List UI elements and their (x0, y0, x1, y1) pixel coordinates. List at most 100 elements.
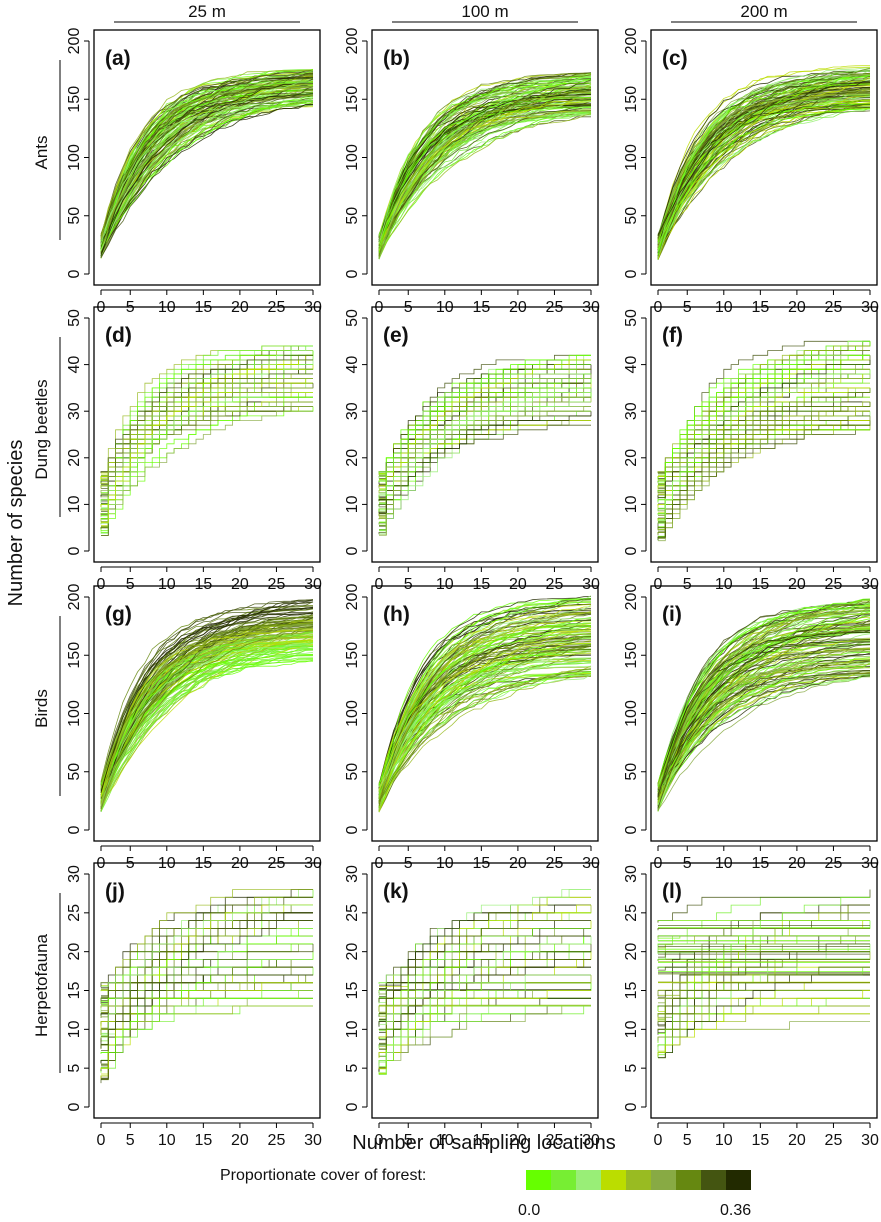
accumulation-curve (378, 645, 592, 795)
accumulation-curve (379, 364, 591, 491)
accumulation-curve (657, 990, 870, 1047)
accumulation-curve (658, 424, 870, 532)
accumulation-curve (658, 982, 870, 996)
accumulation-curve (379, 387, 591, 526)
x-tick-label: 5 (404, 576, 413, 593)
row-label: Birds (32, 689, 51, 728)
accumulation-curve (100, 345, 313, 485)
x-tick-label: 30 (582, 1132, 600, 1149)
panel-frame (371, 862, 599, 1119)
accumulation-curve (100, 896, 313, 1039)
x-tick-label: 5 (683, 576, 692, 593)
accumulation-curve (100, 959, 313, 1015)
x-tick-label: 10 (436, 576, 454, 593)
accumulation-curve (100, 401, 313, 477)
accumulation-curve (378, 928, 591, 1016)
accumulation-curve (378, 89, 592, 257)
y-tick-label: 50 (344, 207, 361, 225)
accumulation-curve (658, 387, 870, 532)
accumulation-curve (378, 79, 592, 237)
accumulation-curve (657, 904, 870, 1026)
accumulation-curve (101, 368, 313, 522)
accumulation-curve (378, 378, 591, 477)
accumulation-curve (378, 646, 592, 802)
accumulation-curve (100, 373, 313, 511)
x-tick-label: 20 (231, 1132, 249, 1149)
accumulation-curve (100, 354, 313, 494)
accumulation-curve (657, 387, 871, 531)
y-tick-label: 200 (344, 28, 361, 55)
x-axis: 0 5 10 15 20 25 30 (654, 845, 879, 872)
row-label: Dung beetles (32, 379, 51, 479)
accumulation-curve (378, 392, 591, 479)
accumulation-curve (100, 73, 314, 256)
y-tick-label: 100 (344, 700, 361, 727)
y-tick-label: 30 (623, 865, 640, 883)
x-axis: 0 5 10 15 20 25 30 (97, 1122, 322, 1149)
accumulation-curve (101, 392, 313, 527)
accumulation-curve (378, 107, 591, 258)
accumulation-curve (379, 401, 591, 535)
accumulation-curve (658, 387, 870, 530)
accumulation-curve (379, 378, 591, 536)
accumulation-curve (378, 410, 591, 525)
accumulation-curve (101, 401, 313, 516)
accumulation-curve (378, 619, 592, 813)
y-axis: 0 10 20 30 40 50 (66, 309, 90, 555)
accumulation-curve (657, 966, 870, 1030)
panel-a: 0 5 10 15 20 25 30 0 50 100 150 200 (a) (66, 28, 322, 316)
accumulation-curve (379, 943, 591, 1003)
accumulation-curve (378, 596, 592, 804)
accumulation-curve (657, 652, 871, 806)
accumulation-curve (100, 100, 314, 245)
accumulation-curve (657, 420, 870, 499)
accumulation-curve (101, 368, 313, 479)
x-axis: 0 5 10 15 20 25 30 (654, 566, 879, 593)
panel-b: 0 5 10 15 20 25 30 0 50 100 150 200 (b) (344, 28, 600, 316)
accumulation-curve (378, 406, 591, 520)
accumulation-curve (379, 397, 592, 503)
panel-l: 0 5 10 15 20 25 30 0 5 10 15 20 25 30 (l) (623, 862, 879, 1149)
accumulation-curve (100, 631, 314, 799)
accumulation-curve (100, 904, 313, 1027)
accumulation-curve (100, 990, 313, 1005)
accumulation-curve (100, 601, 314, 799)
accumulation-curve (657, 368, 870, 473)
accumulation-curve (658, 990, 870, 1034)
curves (100, 599, 314, 812)
accumulation-curve (100, 935, 313, 1054)
accumulation-curve (657, 638, 871, 797)
x-tick-label: 25 (546, 576, 564, 593)
accumulation-curve (379, 410, 591, 532)
panel-frame (650, 29, 878, 286)
accumulation-curve (101, 359, 313, 496)
accumulation-curve (379, 974, 591, 1025)
column-label: 25 m (188, 2, 226, 21)
accumulation-curve (378, 364, 591, 501)
accumulation-curve (100, 364, 313, 503)
y-tick-label: 40 (66, 356, 83, 374)
accumulation-curve (378, 982, 591, 993)
y-tick-label: 50 (623, 207, 640, 225)
accumulation-curve (379, 1005, 591, 1063)
y-tick-label: 5 (623, 1064, 640, 1073)
accumulation-curve (657, 935, 870, 941)
legend-swatch (676, 1170, 701, 1190)
accumulation-curve (378, 77, 592, 245)
panel-k: 0 5 10 15 20 25 30 0 5 10 15 20 25 30 (k) (344, 862, 600, 1149)
accumulation-curve (379, 373, 592, 516)
accumulation-curve (378, 113, 592, 251)
accumulation-curve (379, 410, 591, 530)
y-tick-label: 50 (344, 309, 361, 327)
y-tick-label: 150 (344, 86, 361, 113)
accumulation-curve (658, 410, 870, 481)
accumulation-curve (379, 369, 592, 499)
y-tick-label: 100 (623, 700, 640, 727)
panel-frame (371, 29, 599, 286)
accumulation-curve (101, 974, 313, 997)
y-tick-label: 40 (623, 356, 640, 374)
accumulation-curve (100, 73, 314, 245)
accumulation-curve (378, 665, 592, 791)
accumulation-curve (658, 364, 870, 484)
